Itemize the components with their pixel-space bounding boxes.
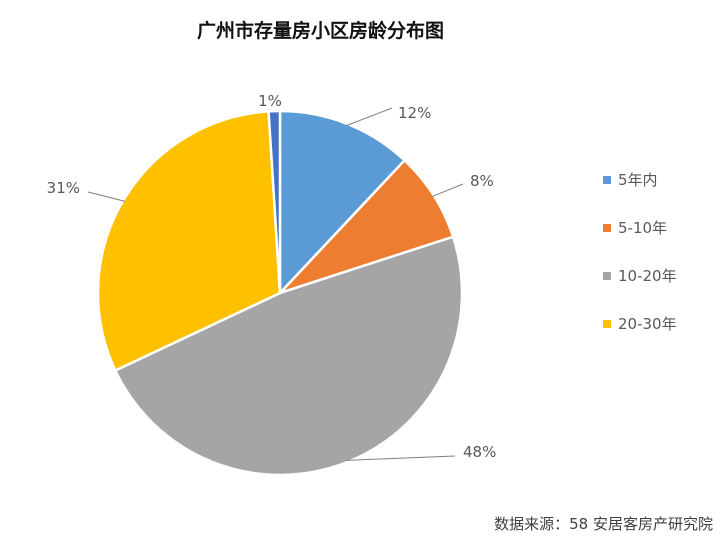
legend-label-0: 5年内 [618,171,658,189]
legend-label-3: 20-30年 [618,315,677,333]
leader-line-0 [346,107,393,127]
legend-swatch-1 [603,224,611,232]
legend-label-2: 10-20年 [618,267,677,285]
data-label-2: 48% [463,443,496,461]
data-labels: 12% 8% 48% 31% 1% [47,92,497,461]
pie-slices [96,109,464,477]
pie-slice-3 [96,110,282,372]
leader-lines [87,107,464,461]
data-label-1: 8% [470,172,494,190]
chart-title: 广州市存量房小区房龄分布图 [196,20,444,42]
leader-line-3 [87,191,126,202]
legend: 5年内 5-10年 10-20年 20-30年 [603,171,677,333]
legend-swatch-3 [603,320,611,328]
data-label-4: 1% [258,92,282,110]
data-label-3: 31% [47,179,80,197]
source-note: 数据来源：58 安居客房产研究院 [494,515,713,533]
data-label-0: 12% [398,104,431,122]
legend-swatch-0 [603,176,611,184]
legend-label-1: 5-10年 [618,219,667,237]
pie-slice-0 [278,109,406,295]
leader-line-2 [346,455,456,461]
pie-slice-2 [114,235,464,477]
pie-slice-4 [267,109,282,295]
legend-swatch-2 [603,272,611,280]
leader-line-1 [431,183,464,198]
